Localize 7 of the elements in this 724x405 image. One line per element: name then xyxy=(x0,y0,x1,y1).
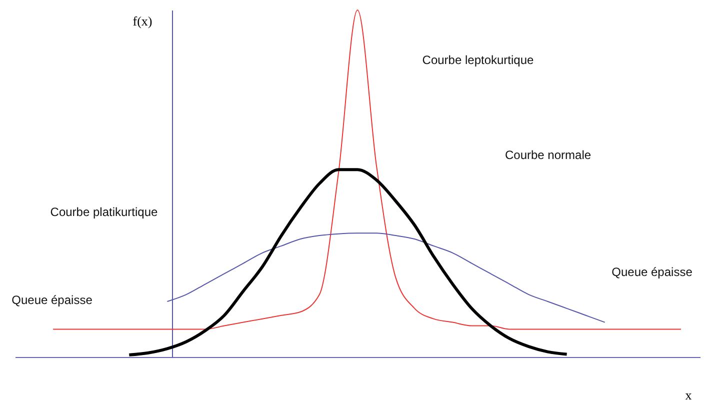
annotation: Queue épaisse xyxy=(612,265,693,279)
annotation: Courbe platikurtique xyxy=(50,205,158,219)
annotation: Queue épaisse xyxy=(12,293,93,307)
annotation: Courbe normale xyxy=(504,148,592,162)
annotation: Courbe leptokurtique xyxy=(422,53,534,67)
x-axis-title: x xyxy=(685,388,692,402)
y-axis-title: f(x) xyxy=(132,14,152,28)
